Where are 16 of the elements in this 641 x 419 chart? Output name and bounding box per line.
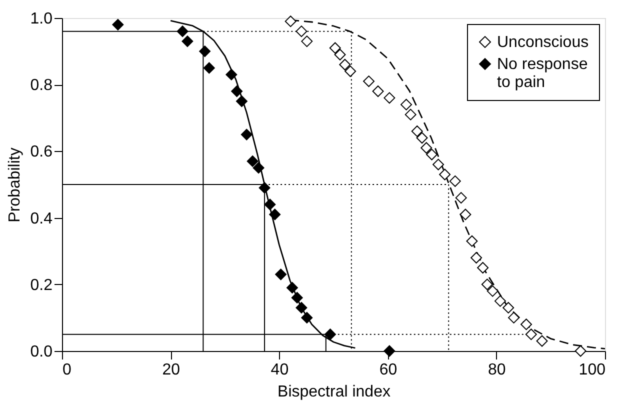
y-tick-label: 0.4 [30,210,53,228]
x-tick-label: 60 [379,362,398,378]
y-tick-label: 1.0 [30,10,53,28]
y-tick-label: 0.6 [30,144,53,161]
y-tick-label: 0.2 [30,276,53,294]
legend-label: Unconscious [497,34,589,51]
x-tick-label: 40 [270,362,289,378]
y-tick-label: 0.8 [30,77,53,94]
x-axis-title: Bispectral index [278,384,390,400]
y-axis-title: Probability [6,148,24,222]
x-tick-label: 0 [62,362,72,378]
x-tick-label: 20 [162,362,180,378]
x-tick-label: 80 [488,362,506,378]
y-tick-label: 0.0 [30,344,53,360]
x-tick-label: 100 [578,362,606,378]
legend-label: No response to pain [497,56,588,91]
